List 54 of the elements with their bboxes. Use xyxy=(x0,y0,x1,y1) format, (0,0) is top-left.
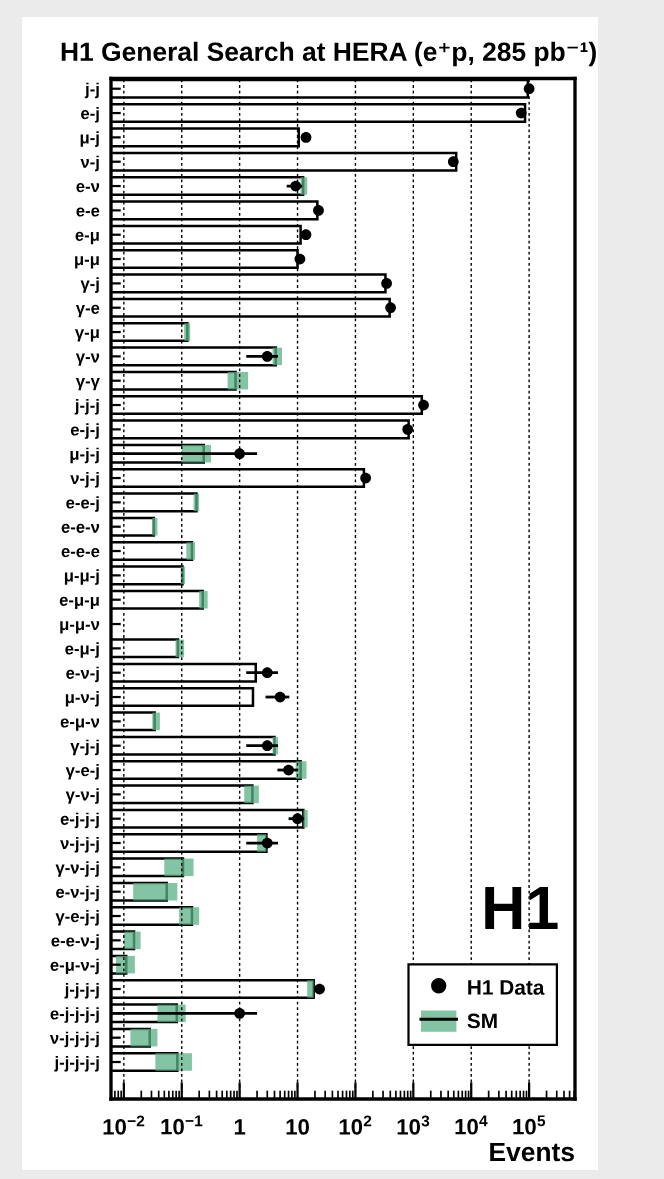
y-tick-label: e-ν-j xyxy=(66,666,99,683)
y-tick-label: e-e-j xyxy=(66,496,99,512)
chart-title: H1 General Search at HERA (e⁺p, 285 pb⁻¹) xyxy=(61,41,596,67)
x-tick-label: 1 xyxy=(234,1119,246,1135)
x-tick-label: 10$^{2}$ xyxy=(339,1115,372,1135)
y-tick-label: γ-e-j xyxy=(65,763,99,780)
x-tick-label: 10$^{5}$ xyxy=(513,1115,546,1135)
y-tick-label: μ-μ xyxy=(75,256,99,269)
y-tick-label: e-μ-ν-j xyxy=(50,958,99,975)
x-tick-label: 10$^{−2}$ xyxy=(103,1115,145,1135)
y-tick-label: j-j-j xyxy=(74,399,99,415)
x-axis-title: Events xyxy=(490,1142,574,1162)
y-tick-label: e-e xyxy=(76,207,100,217)
y-tick-label: γ-μ xyxy=(74,329,99,342)
legend-label: SM xyxy=(467,1013,497,1029)
x-tick-label: 10$^{4}$ xyxy=(455,1115,488,1135)
y-tick-label: e-j xyxy=(81,107,99,123)
y-tick-label: ν-j-j xyxy=(70,472,99,488)
y-tick-label: γ-ν-j-j xyxy=(55,861,99,877)
y-tick-label: γ-j-j xyxy=(70,739,99,756)
y-tick-label: μ-j xyxy=(80,131,99,147)
y-tick-label: e-j-j-j xyxy=(60,812,99,829)
y-tick-label: e-μ-j xyxy=(65,642,99,658)
y-tick-label: j-j-j-j xyxy=(64,982,99,999)
y-tick-label: ν-j-j-j xyxy=(60,836,99,853)
legend-label: H1 Data xyxy=(468,980,545,995)
y-tick-label: γ-j xyxy=(80,277,99,293)
y-tick-label: e-ν-j-j xyxy=(56,885,99,902)
x-tick-label: 10$^{3}$ xyxy=(397,1115,430,1135)
y-tick-label: e-e-e xyxy=(61,548,100,558)
y-tick-label: γ-ν-j xyxy=(65,788,99,804)
y-tick-label: γ-ν xyxy=(75,353,100,366)
y-tick-label: γ-e-j-j xyxy=(55,909,99,926)
annotation: H1 xyxy=(485,887,558,930)
y-tick-label: μ-μ-ν xyxy=(60,621,100,634)
y-tick-label: j-j-j-j-j xyxy=(54,1055,99,1072)
y-tick-label: e-j-j-j-j xyxy=(50,1007,99,1023)
y-tick-label: ν-j-j-j-j xyxy=(49,1031,99,1048)
y-tick-label: μ-ν-j xyxy=(65,690,99,707)
y-tick-label: e-ν xyxy=(76,183,100,193)
x-tick-label: 10 xyxy=(286,1119,309,1135)
y-tick-label: e-e-ν xyxy=(61,523,100,533)
y-tick-label: μ-μ-j xyxy=(64,569,99,585)
x-tick-label: 10$^{−1}$ xyxy=(161,1115,203,1135)
y-tick-label: γ-γ xyxy=(75,377,100,391)
y-tick-label: ν-j xyxy=(80,155,99,172)
y-tick-label: e-e-ν-j xyxy=(51,934,99,950)
y-tick-label: e-μ-μ xyxy=(59,596,99,610)
y-tick-label: e-μ-ν xyxy=(60,718,100,731)
y-tick-label: μ-j-j xyxy=(70,447,99,464)
y-tick-label: γ-e xyxy=(75,304,100,318)
y-tick-label: e-j-j xyxy=(70,423,99,439)
y-tick-label: e-μ xyxy=(75,231,99,245)
y-tick-label: j-j xyxy=(84,82,99,99)
